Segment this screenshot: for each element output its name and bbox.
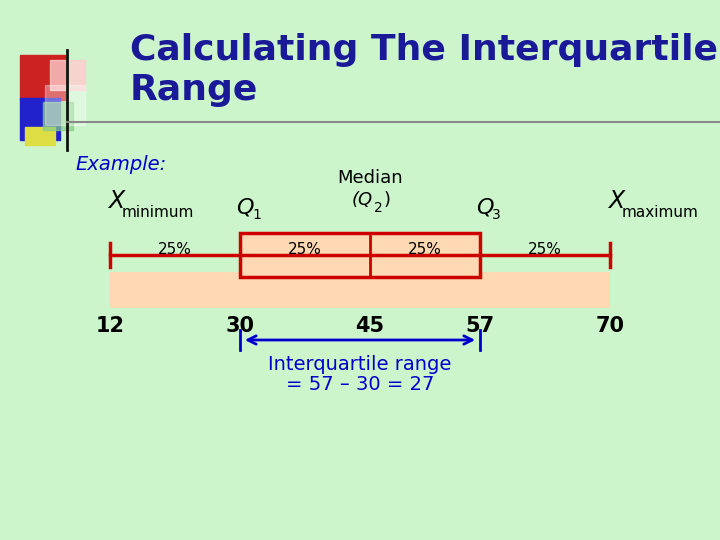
Text: 25%: 25% — [408, 242, 442, 258]
Text: 25%: 25% — [158, 242, 192, 258]
Text: 30: 30 — [225, 316, 254, 336]
Text: X: X — [108, 189, 124, 213]
Text: 3: 3 — [492, 208, 500, 222]
Text: 57: 57 — [465, 316, 495, 336]
Text: 45: 45 — [356, 316, 384, 336]
Text: Example:: Example: — [75, 156, 166, 174]
Text: 12: 12 — [96, 316, 125, 336]
Text: 2: 2 — [374, 201, 383, 215]
Text: (Q: (Q — [352, 191, 373, 209]
Bar — [45, 85, 85, 125]
Text: 1: 1 — [252, 208, 261, 222]
Text: 25%: 25% — [528, 242, 562, 258]
Text: X: X — [608, 189, 624, 213]
Text: Interquartile range: Interquartile range — [269, 355, 451, 374]
Text: Q: Q — [476, 197, 493, 217]
Text: Calculating The Interquartile: Calculating The Interquartile — [130, 33, 718, 67]
Text: Q: Q — [236, 197, 253, 217]
Text: 70: 70 — [595, 316, 624, 336]
Text: 25%: 25% — [288, 242, 322, 258]
Bar — [20, 55, 65, 100]
Text: Median: Median — [337, 169, 402, 187]
Bar — [25, 127, 55, 145]
Text: ): ) — [384, 191, 391, 209]
Bar — [110, 272, 610, 308]
Bar — [240, 233, 480, 277]
Text: = 57 – 30 = 27: = 57 – 30 = 27 — [286, 375, 434, 394]
Bar — [20, 98, 60, 140]
Bar — [43, 102, 73, 130]
Bar — [50, 60, 85, 90]
Text: maximum: maximum — [622, 205, 699, 220]
Text: Range: Range — [130, 73, 258, 107]
Text: minimum: minimum — [122, 205, 194, 220]
